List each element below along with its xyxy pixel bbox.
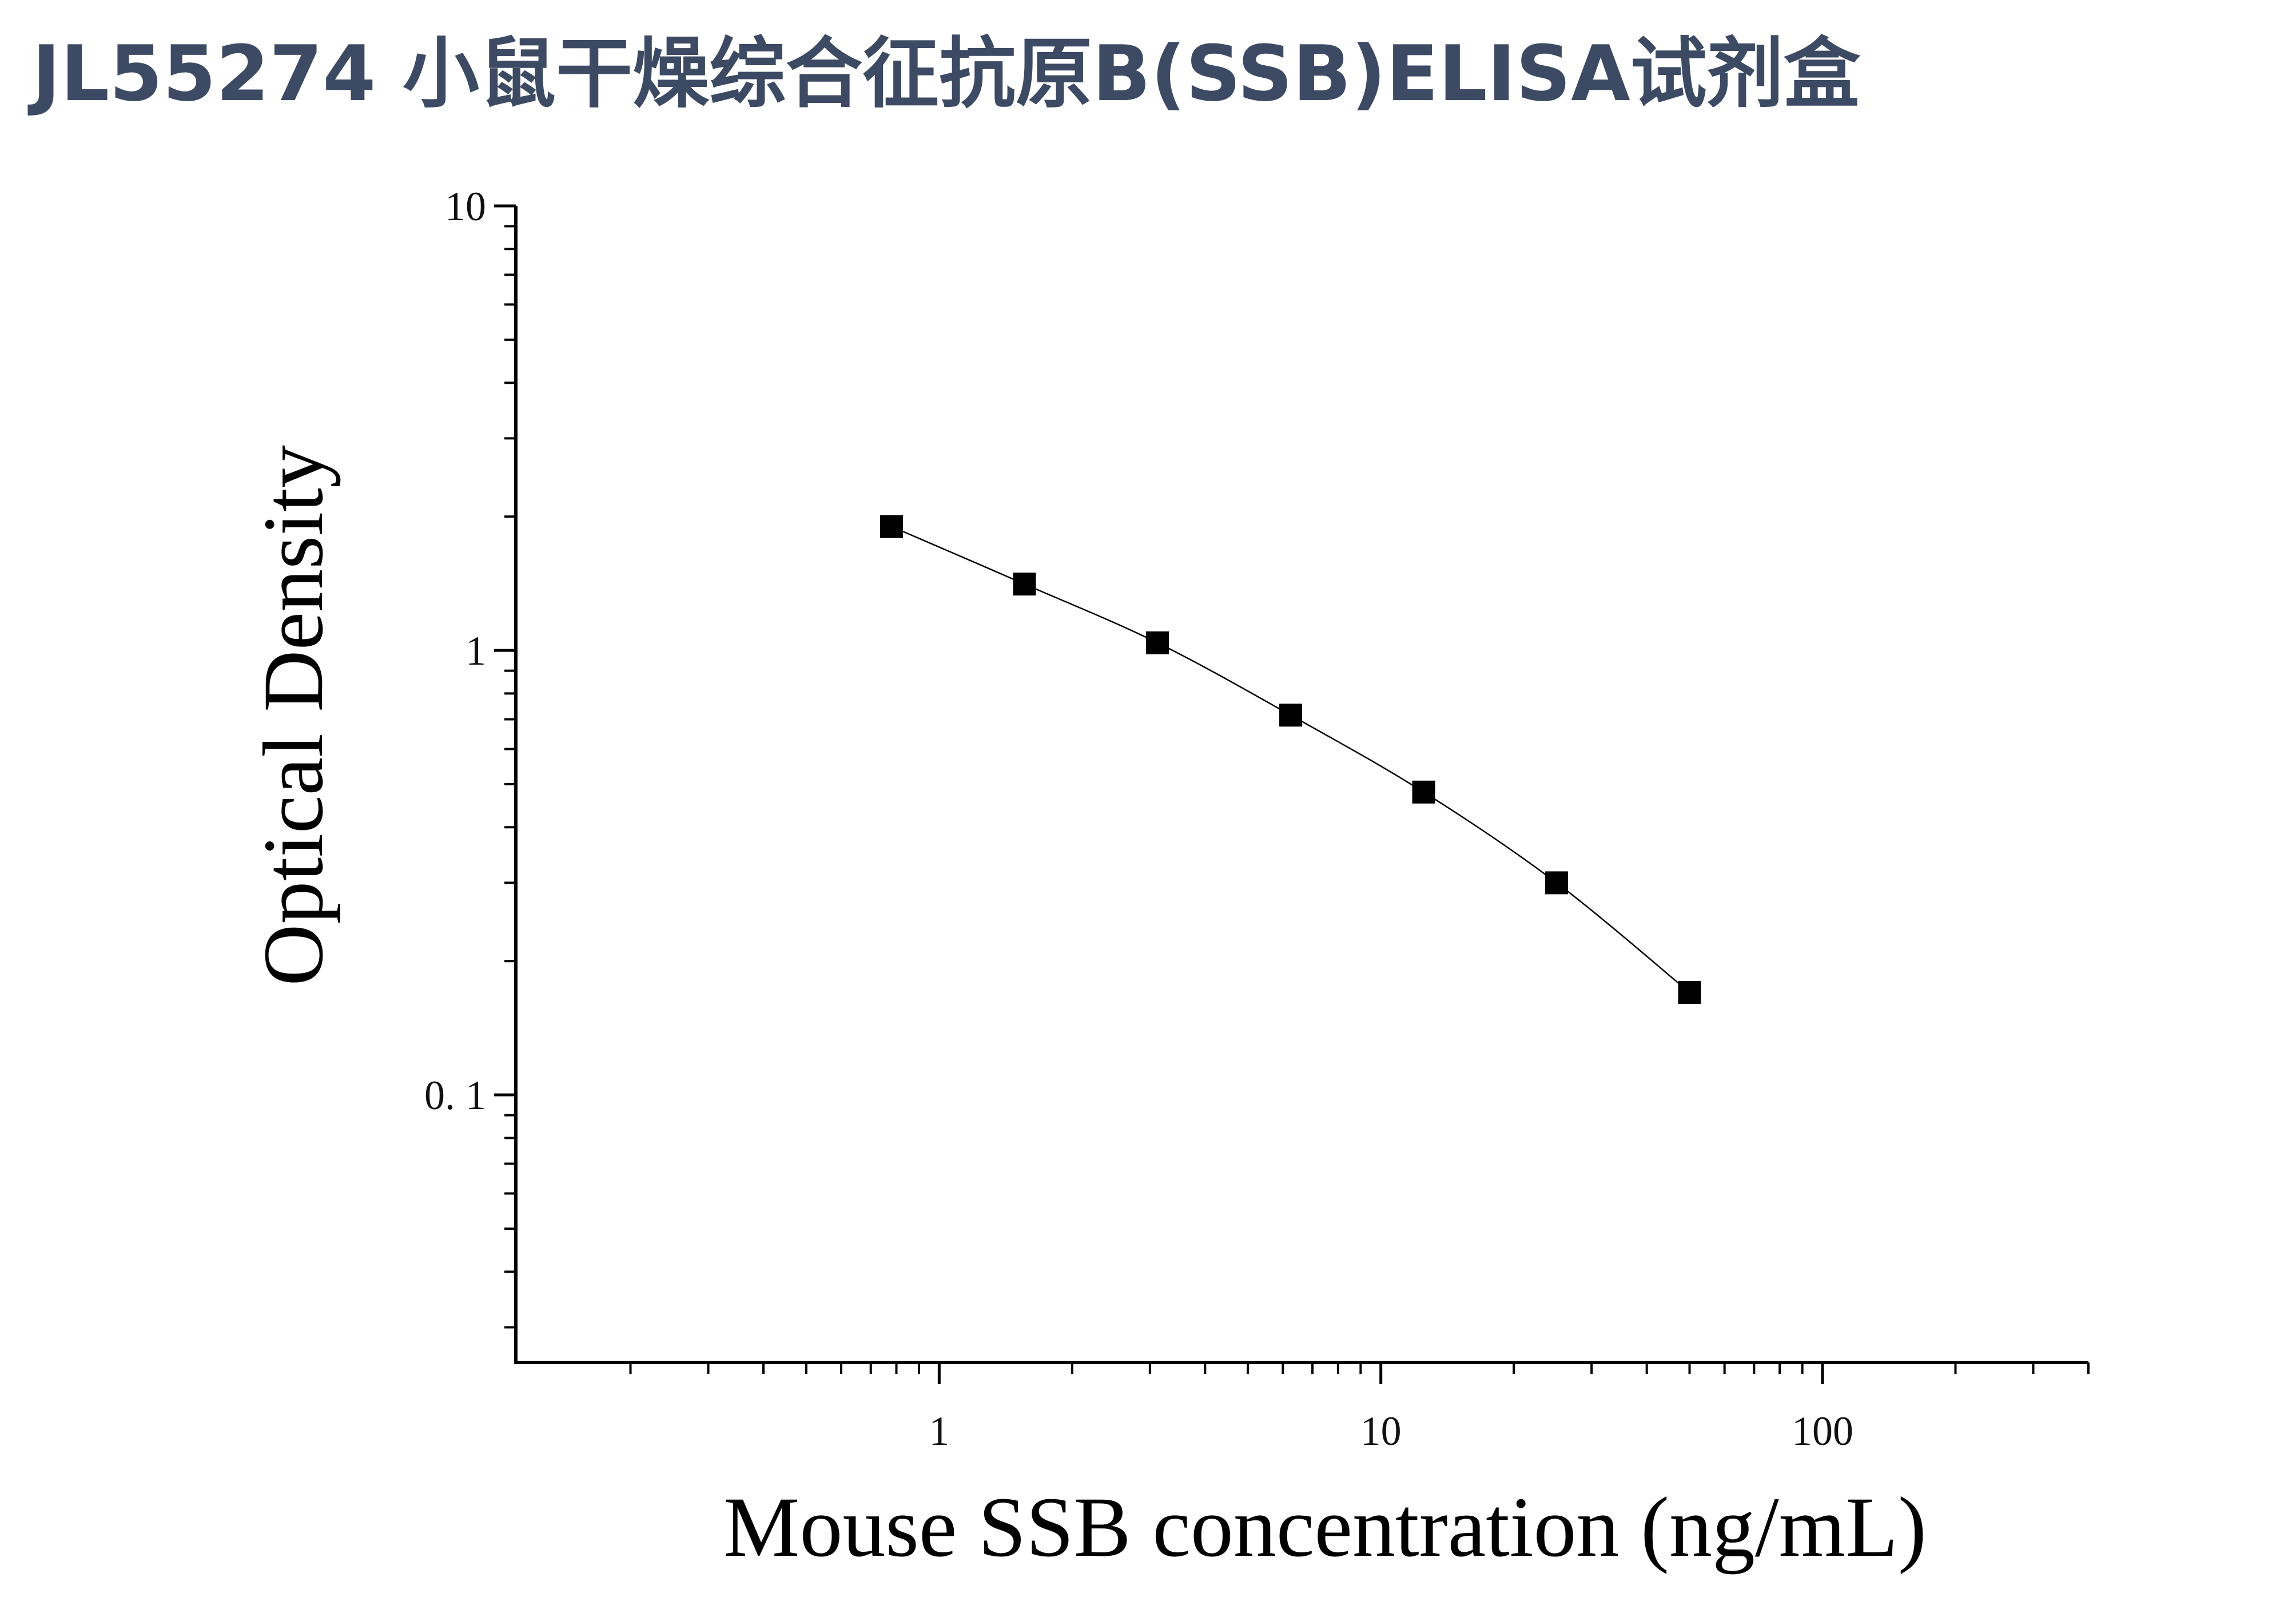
page-title: JL55274 小鼠干燥综合征抗原B(SSB)ELISA试剂盒: [32, 29, 1860, 118]
y-axis-minor-ticks: [504, 225, 516, 1329]
data-point: [1013, 573, 1036, 596]
data-point: [1545, 871, 1569, 895]
data-point: [1678, 981, 1701, 1004]
data-point: [1412, 780, 1435, 804]
y-tick-labels: 0. 1 1 10: [424, 184, 486, 1118]
y-tick-label: 10: [445, 184, 486, 229]
y-axis-major-ticks: [494, 204, 516, 1097]
y-tick-label: 1: [465, 628, 486, 674]
y-tick-label: 0. 1: [424, 1072, 486, 1118]
x-tick-label: 100: [1792, 1408, 1853, 1454]
data-point: [1279, 704, 1303, 727]
fit-curve: [891, 526, 1690, 994]
y-axis-title: Optical Density: [246, 445, 341, 986]
x-axis-minor-ticks: [629, 1362, 2090, 1374]
data-point: [1146, 631, 1169, 654]
x-axis-title: Mouse SSB concentration (ng/mL): [723, 1480, 1927, 1575]
x-tick-labels: 1 10 100: [929, 1408, 1853, 1454]
x-tick-label: 10: [1360, 1408, 1402, 1454]
x-axis-major-ticks: [937, 1362, 1824, 1384]
x-tick-label: 1: [929, 1408, 949, 1454]
data-points: [880, 515, 1701, 1004]
data-point: [880, 515, 904, 538]
